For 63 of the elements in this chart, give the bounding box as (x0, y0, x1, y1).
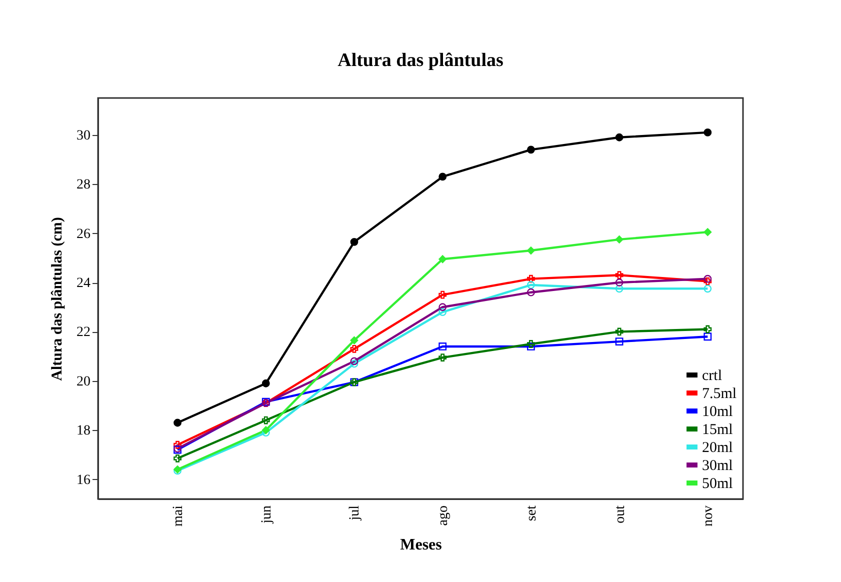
legend-label: 30ml (702, 458, 733, 474)
y-tick-label: 28 (76, 178, 90, 193)
point (438, 172, 447, 181)
point (350, 336, 358, 344)
point (438, 342, 447, 350)
x-tick-label: mai (171, 505, 186, 526)
point (615, 278, 624, 286)
point (350, 344, 358, 353)
y-tick-label: 16 (76, 472, 90, 488)
point (704, 325, 712, 334)
legend-label: 20ml (702, 440, 733, 456)
point (615, 133, 624, 142)
point (174, 418, 182, 427)
y-tick-label: 24 (76, 276, 90, 292)
point (615, 328, 624, 336)
x-tick-label: ago (436, 506, 452, 526)
point (615, 236, 624, 244)
y-axis-title: Altura das plântulas (cm) (50, 217, 66, 381)
legend-label: 7.5ml (702, 386, 737, 402)
y-tick-label: 22 (76, 325, 90, 340)
point (438, 290, 447, 299)
x-tick-label: jun (259, 506, 274, 524)
x-tick-label: out (612, 505, 628, 524)
point (526, 340, 535, 348)
chart-title: Altura das plântulas (338, 50, 504, 71)
legend-label: 15ml (702, 422, 733, 438)
point (438, 255, 447, 264)
point (438, 354, 447, 362)
point (704, 284, 712, 293)
point (704, 128, 712, 136)
point (615, 284, 624, 293)
point (262, 426, 270, 434)
y-tick-label: 26 (76, 226, 90, 242)
point (526, 274, 535, 283)
point (704, 228, 712, 236)
point (615, 338, 624, 346)
point (704, 277, 712, 286)
point (174, 454, 182, 462)
point (438, 303, 447, 312)
point (350, 238, 358, 246)
point (262, 416, 270, 424)
point (526, 146, 535, 154)
point (262, 379, 270, 388)
legend-label: 10ml (702, 404, 733, 420)
x-axis-title: Meses (400, 536, 442, 554)
point (615, 271, 624, 280)
point (174, 440, 182, 449)
y-tick-label: 20 (76, 374, 90, 390)
x-tick-label: nov (701, 506, 716, 526)
point (438, 308, 447, 316)
y-tick-label: 30 (76, 128, 90, 144)
point (350, 357, 358, 366)
y-tick-label: 18 (76, 424, 90, 439)
legend-label: 50ml (702, 476, 733, 492)
point (704, 274, 712, 283)
point (526, 246, 535, 254)
point (704, 332, 712, 341)
x-tick-label: set (524, 505, 540, 522)
legend-label: crtl (702, 368, 722, 384)
point (526, 288, 535, 296)
point (350, 360, 358, 368)
x-tick-label: jul (348, 505, 363, 522)
point (526, 281, 535, 289)
